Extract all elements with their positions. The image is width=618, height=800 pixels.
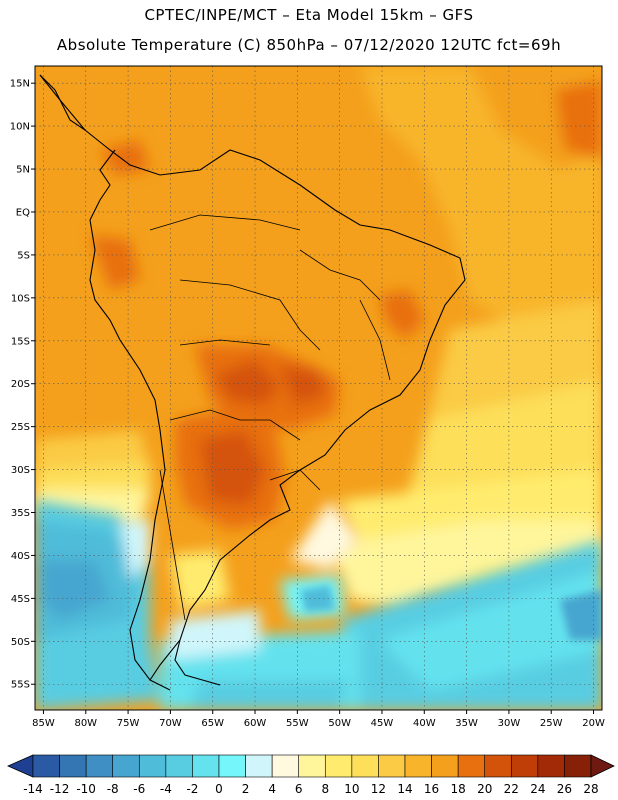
lon-tick-label: 40W bbox=[413, 718, 436, 729]
lon-tick-label: 45W bbox=[371, 718, 394, 729]
title-line-2: Absolute Temperature (C) 850hPa – 07/12/… bbox=[56, 36, 562, 54]
lat-tick-label: EQ bbox=[16, 207, 30, 218]
colorbar-label: 16 bbox=[424, 782, 439, 796]
lat-tick-label: 5N bbox=[16, 165, 30, 176]
lat-lon-grid bbox=[35, 66, 602, 710]
country-borders bbox=[149, 214, 391, 621]
colorbar-label: -10 bbox=[76, 782, 96, 796]
colorbar-label: 0 bbox=[215, 782, 223, 796]
colorbar-label: -14 bbox=[23, 782, 43, 796]
colorbar-swatch bbox=[218, 754, 246, 778]
temperature-field bbox=[35, 66, 602, 710]
lon-tick-label: 50W bbox=[328, 718, 351, 729]
colorbar-swatch bbox=[59, 754, 87, 778]
colorbar-swatch bbox=[324, 754, 353, 778]
colorbar: -14 -12 -10 -8 -6 -4 -2 0 2 4 6 8 10 12 14 16 18 20 22 24 26… bbox=[7, 754, 615, 796]
colorbar-arrow-low bbox=[7, 754, 34, 778]
colorbar-label: 2 bbox=[242, 782, 250, 796]
lat-tick-label: 30S bbox=[11, 465, 30, 476]
lat-tick-label: 45S bbox=[11, 594, 30, 605]
lat-tick-label: 40S bbox=[11, 551, 30, 562]
lon-tick-label: 30W bbox=[498, 718, 521, 729]
colorbar-swatch bbox=[510, 754, 539, 778]
title-line-1: CPTEC/INPE/MCT – Eta Model 15km – GFS bbox=[144, 6, 474, 24]
lon-tick-label: 55W bbox=[286, 718, 309, 729]
colorbar-label: 28 bbox=[583, 782, 598, 796]
longitude-axis: 85W 80W 75W 70W 65W 60W 55W 50W 45W 40W 35W 30W 25W 2… bbox=[32, 710, 605, 729]
map-frame bbox=[34, 65, 603, 711]
lat-tick-label: 50S bbox=[11, 637, 30, 648]
lat-tick-label: 10N bbox=[10, 122, 30, 133]
lat-tick-label: 15N bbox=[10, 79, 30, 90]
colorbar-swatch bbox=[32, 754, 60, 778]
colorbar-label: -8 bbox=[107, 782, 119, 796]
colorbar-label: 22 bbox=[504, 782, 519, 796]
lon-tick-label: 80W bbox=[74, 718, 97, 729]
colorbar-label: 10 bbox=[344, 782, 359, 796]
lat-tick-label: 5S bbox=[17, 250, 30, 261]
colorbar-swatch bbox=[112, 754, 140, 778]
lat-tick-label: 35S bbox=[11, 508, 30, 519]
colorbar-swatch bbox=[298, 754, 326, 778]
colorbar-label: -6 bbox=[133, 782, 145, 796]
colorbar-label: 14 bbox=[397, 782, 412, 796]
colorbar-label: 20 bbox=[477, 782, 492, 796]
colorbar-label: -4 bbox=[160, 782, 172, 796]
colorbar-swatch bbox=[431, 754, 459, 778]
colorbar-swatch bbox=[138, 754, 167, 778]
colorbar-swatch bbox=[351, 754, 379, 778]
lon-tick-label: 70W bbox=[159, 718, 182, 729]
lon-tick-label: 35W bbox=[455, 718, 478, 729]
colorbar-label: 4 bbox=[268, 782, 276, 796]
lon-tick-label: 20W bbox=[582, 718, 605, 729]
lat-tick-label: 55S bbox=[11, 680, 30, 691]
colorbar-label: 8 bbox=[321, 782, 329, 796]
colorbar-label: 12 bbox=[371, 782, 386, 796]
colorbar-swatch bbox=[165, 754, 193, 778]
colorbar-swatch bbox=[271, 754, 300, 778]
colorbar-swatch bbox=[484, 754, 512, 778]
colorbar-label: 18 bbox=[451, 782, 466, 796]
colorbar-swatch bbox=[564, 754, 592, 778]
colorbar-swatch bbox=[192, 754, 220, 778]
colorbar-swatch bbox=[457, 754, 486, 778]
lon-tick-label: 75W bbox=[117, 718, 140, 729]
colorbar-label: 26 bbox=[557, 782, 572, 796]
coastline bbox=[39, 74, 466, 691]
lat-tick-label: 15S bbox=[11, 336, 30, 347]
lat-tick-label: 10S bbox=[11, 293, 30, 304]
colorbar-swatch bbox=[404, 754, 432, 778]
lon-tick-label: 85W bbox=[32, 718, 55, 729]
colorbar-label: 6 bbox=[295, 782, 303, 796]
lon-tick-label: 65W bbox=[201, 718, 224, 729]
colorbar-label: -12 bbox=[50, 782, 70, 796]
colorbar-swatch bbox=[537, 754, 565, 778]
colorbar-swatch bbox=[85, 754, 114, 778]
lat-tick-label: 20S bbox=[11, 379, 30, 390]
colorbar-swatch bbox=[245, 754, 273, 778]
colorbar-label: -2 bbox=[186, 782, 198, 796]
lon-tick-label: 60W bbox=[244, 718, 267, 729]
colorbar-swatch bbox=[378, 754, 406, 778]
lon-tick-label: 25W bbox=[540, 718, 563, 729]
lat-tick-label: 25S bbox=[11, 422, 30, 433]
colorbar-label: 24 bbox=[530, 782, 545, 796]
colorbar-arrow-high bbox=[590, 754, 615, 778]
latitude-axis: 15N 10N 5N EQ 5S 10S 15S 20S 25S 30S 35S 40S 45S 50S 5… bbox=[10, 79, 35, 691]
